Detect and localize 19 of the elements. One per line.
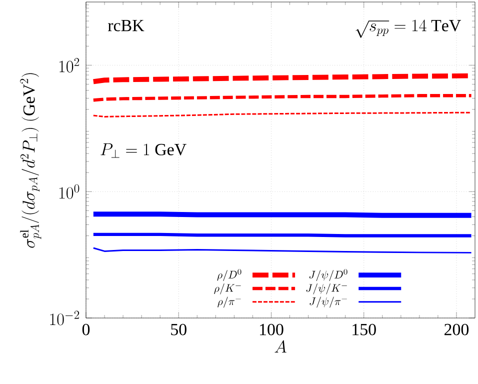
x-tick-label: 0: [82, 324, 90, 336]
y-tick-label: $10^{-2}$: [50, 310, 80, 326]
x-tick-label: 100: [260, 324, 284, 336]
legend-label: $\rho/D^0$: [217, 269, 242, 282]
y-axis-title: $\sigma^{\mathrm{el}}_{pA}/(d\sigma_{pA}/d^2P_\perp)\ (\mathrm{GeV}^2)$: [20, 73, 42, 248]
annotation: rcBK: [108, 20, 144, 32]
legend-label: $J/\psi/D^0$: [309, 269, 348, 282]
x-tick-label: 200: [444, 324, 469, 336]
annotation: $\sqrt{s_{pp}} = 14\ \mathrm{TeV}$: [356, 20, 461, 38]
y-tick-label: $10^{0}$: [60, 184, 80, 199]
y-tick-label: $10^{2}$: [60, 58, 80, 72]
legend-label: $\rho/\pi^-$: [218, 296, 241, 308]
x-tick-label: 150: [352, 324, 376, 336]
x-tick-label: 50: [171, 324, 186, 336]
legend-label: $J/\psi/\pi^-$: [310, 296, 347, 308]
annotation: $P_\perp = 1\ \mathrm{GeV}$: [100, 143, 186, 158]
legend-label: $\rho/K^-$: [214, 283, 241, 294]
legend-label: $J/\psi/K^-$: [306, 283, 347, 294]
x-axis-title: $A$: [274, 340, 286, 353]
